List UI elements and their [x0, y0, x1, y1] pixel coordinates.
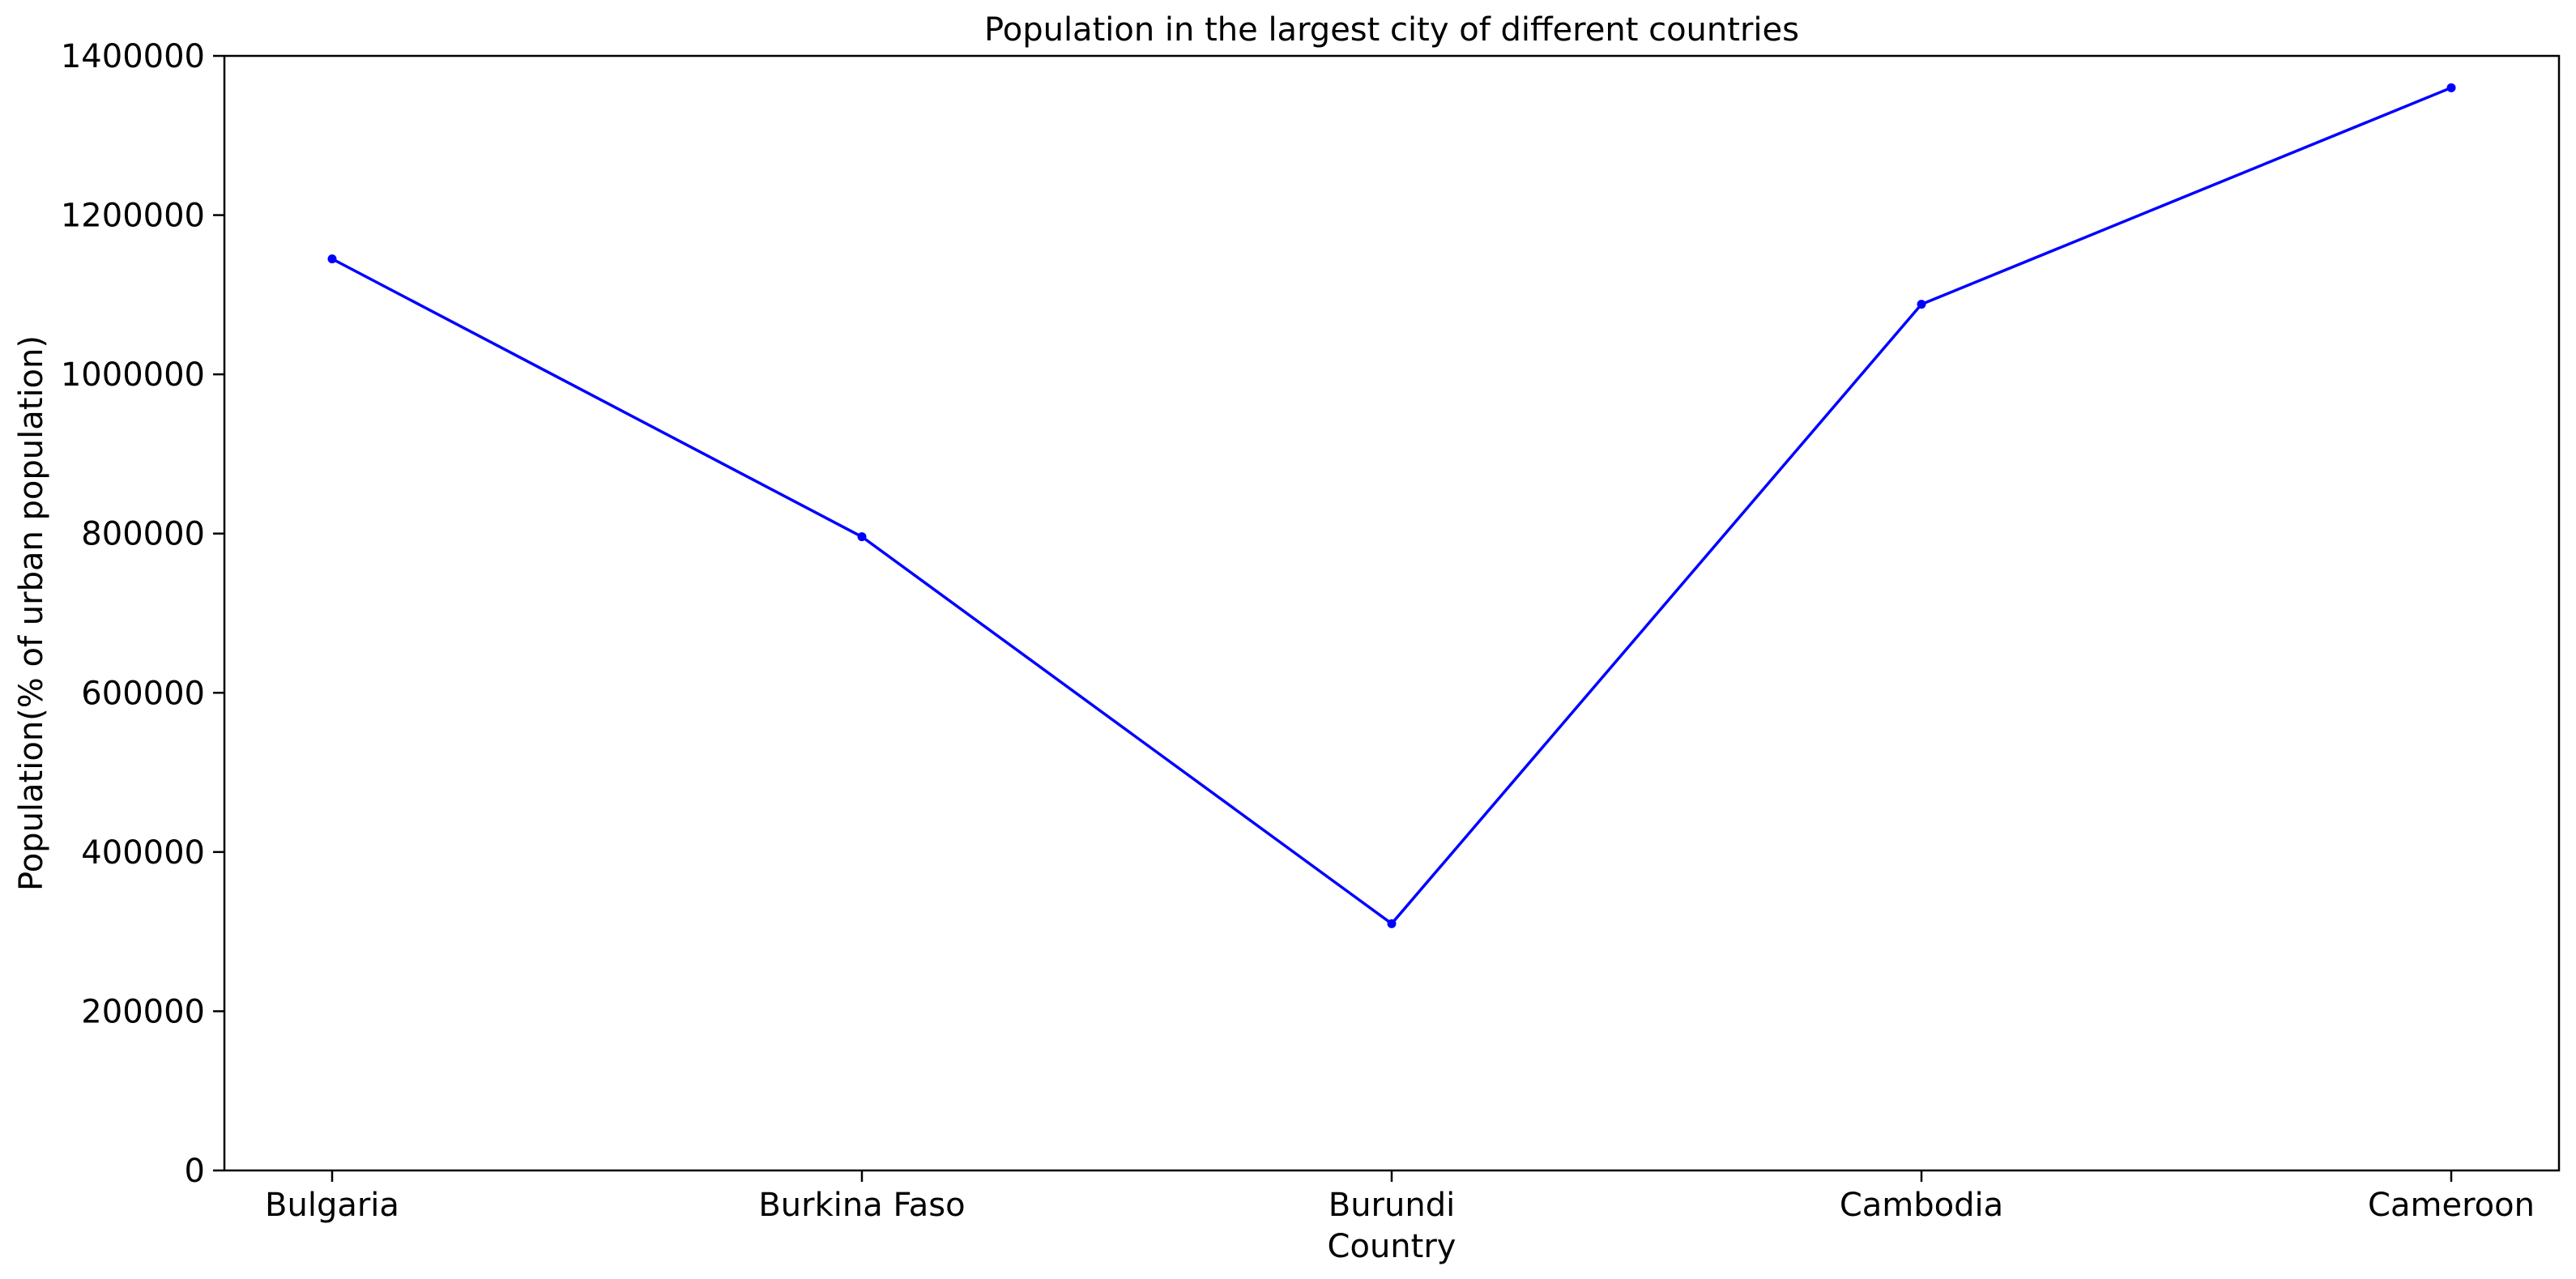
y-tick-label: 1000000 — [61, 356, 205, 394]
y-tick-label: 200000 — [81, 993, 205, 1030]
plot-area — [223, 54, 2561, 1172]
data-point — [857, 532, 867, 542]
data-point — [1917, 300, 1926, 309]
series-line — [331, 86, 2453, 926]
y-tick-label: 1200000 — [61, 198, 205, 235]
x-axis: Bulgaria Burkina Faso Burundi Cambodia Camer… — [265, 1170, 2535, 1224]
chart-title: Population in the largest city of differ… — [984, 11, 1799, 49]
data-point — [327, 254, 337, 264]
y-tick-label: 600000 — [81, 675, 205, 712]
y-axis: 0 200000 400000 600000 800000 1000000 1200000 1… — [61, 38, 224, 1190]
x-axis-title: Country — [1328, 1228, 1456, 1265]
x-tick-label: Burkina Faso — [758, 1187, 965, 1224]
x-tick-label: Bulgaria — [265, 1187, 399, 1224]
y-tick-label: 1400000 — [61, 38, 205, 75]
data-point — [2446, 83, 2456, 92]
series-layer — [327, 83, 2456, 928]
y-tick-label: 400000 — [81, 834, 205, 872]
x-tick-label: Cameroon — [2368, 1187, 2535, 1224]
data-point — [1387, 919, 1397, 928]
y-axis-title: Population(% of urban population) — [13, 335, 50, 891]
y-tick-label: 0 — [185, 1153, 205, 1190]
x-tick-label: Cambodia — [1840, 1187, 2003, 1224]
y-tick-label: 800000 — [81, 516, 205, 553]
x-tick-label: Burundi — [1329, 1187, 1455, 1224]
